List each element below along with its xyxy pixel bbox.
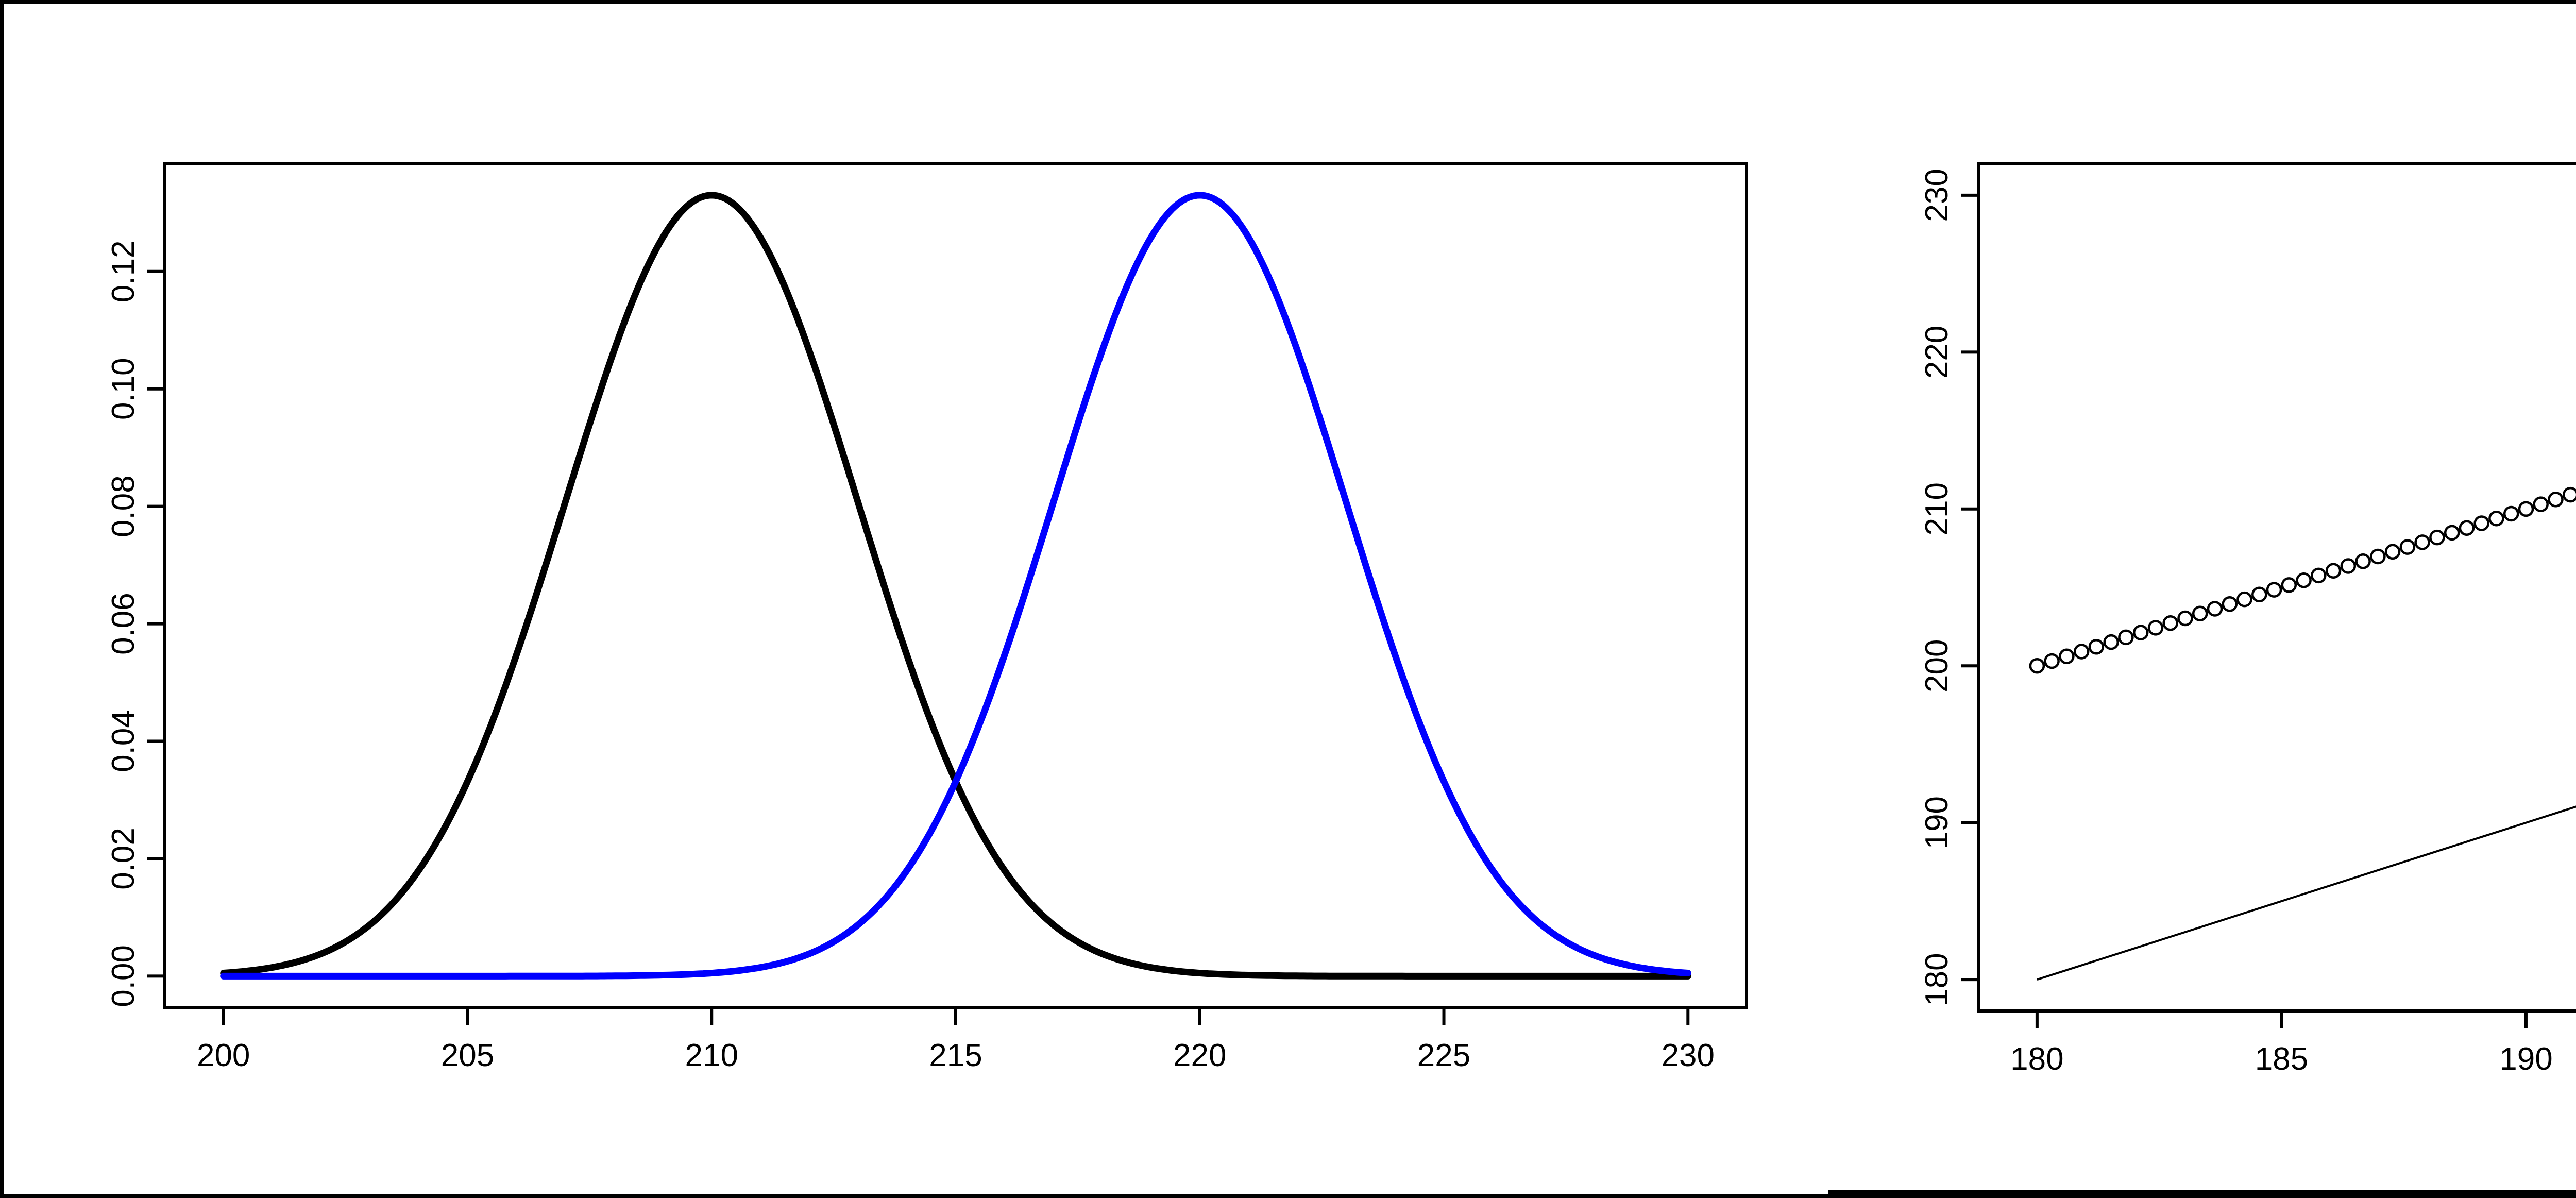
open-circle-marker: [2503, 505, 2519, 522]
open-circle-marker: [2266, 582, 2282, 598]
x-tick-label: 210: [685, 1038, 738, 1073]
x-tick-label: 205: [441, 1038, 494, 1073]
x-tick-label: 220: [1173, 1038, 1226, 1073]
y-tick-label: 180: [1919, 953, 1955, 1006]
normal-density-mean-210-curve: [220, 192, 1691, 980]
open-circle-marker: [2370, 548, 2386, 565]
y-tick-label: 0.06: [106, 593, 141, 655]
open-circle-marker: [2207, 601, 2223, 617]
open-circle-marker: [2162, 615, 2178, 631]
x-axis: 180185190195200205210: [2010, 1011, 2553, 1077]
open-circle-marker: [2281, 577, 2297, 593]
open-circle-marker: [2029, 657, 2045, 674]
open-circle-marker: [2311, 567, 2327, 584]
x-tick-label: 180: [2010, 1041, 2063, 1077]
open-circle-marker: [2147, 620, 2164, 636]
plot-box: [1977, 162, 2576, 1013]
y-tick-label: 190: [1919, 796, 1955, 849]
open-circle-marker: [2132, 625, 2149, 640]
y-tick-label: 0.04: [106, 710, 141, 772]
y-axis: 0.00 0.02 0.04 0.06 0.08 0.10 0.12: [106, 240, 165, 1007]
open-circle-marker: [2073, 644, 2090, 660]
open-circle-marker: [2399, 539, 2416, 555]
bottom-edge-line: [1828, 1190, 2576, 1198]
y-tick-label: 0.00: [106, 945, 141, 1007]
x-tick-label: 225: [1417, 1038, 1470, 1073]
y-axis: 180 190 200 210 220 230: [1919, 168, 1978, 1006]
open-circle-marker: [2459, 520, 2475, 536]
y-tick-label: 0.12: [106, 240, 141, 302]
open-circle-marker: [2414, 534, 2430, 550]
open-circle-marker: [2103, 634, 2119, 650]
open-circle-marker: [2236, 591, 2252, 608]
density-plot-panel: 200 205 210 215 220 225 230 0.00 0.02 0.04 0.06 0.0…: [106, 162, 1748, 1073]
open-circle-marker: [2518, 501, 2534, 517]
open-circle-marker: [2355, 553, 2371, 569]
open-circle-marker: [2384, 544, 2401, 560]
open-circle-marker: [2325, 563, 2342, 579]
x-tick-label: 190: [2499, 1041, 2552, 1077]
open-circle-marker: [2429, 529, 2445, 546]
y-tick-label: 0.10: [106, 358, 141, 420]
y-tick-label: 220: [1919, 326, 1955, 379]
y-tick-label: 210: [1919, 482, 1955, 535]
density-plot-canvas: 200 205 210 215 220 225 2300.000.020.040.060.0…: [106, 162, 1748, 1073]
x-tick-label: 215: [929, 1038, 982, 1073]
x-tick-label: 185: [2255, 1041, 2308, 1077]
y-tick-label: 200: [1919, 639, 1955, 692]
scatter-plot: 180185190195200205210180190200210220230: [1919, 162, 2576, 1077]
scatter-plot-panel: 180185190195200205210180190200210220230: [1814, 0, 2576, 1198]
y-tick-label: 230: [1919, 168, 1955, 222]
y-tick-label: 0.02: [106, 828, 141, 890]
x-tick-label: 200: [197, 1038, 250, 1073]
normal-density-mean-220-curve: [220, 192, 1691, 980]
y-tick-label: 0.08: [106, 475, 141, 537]
x-tick-label: 230: [1662, 1038, 1715, 1073]
open-circle-marker: [2059, 648, 2075, 665]
open-circle-marker: [2251, 586, 2267, 603]
open-circle-marker: [2562, 486, 2576, 503]
open-circle-marker: [2296, 572, 2312, 588]
open-circle-marker: [2340, 558, 2357, 574]
open-circle-marker: [2548, 492, 2564, 508]
open-circle-marker: [2192, 605, 2208, 621]
open-circle-marker: [2222, 596, 2238, 612]
open-circle-marker: [2088, 639, 2105, 655]
open-circle-marker: [2118, 629, 2134, 646]
open-circle-marker: [2177, 610, 2193, 627]
identity-line: [2037, 805, 2576, 981]
offset-points: [2029, 486, 2576, 674]
x-axis: 200 205 210 215 220 225 230: [197, 1007, 1715, 1073]
open-circle-marker: [2444, 525, 2460, 541]
density-plot: 200 205 210 215 220 225 2300.000.020.040.060.0…: [106, 162, 1748, 1073]
open-circle-marker: [2488, 510, 2504, 527]
open-circle-marker: [2473, 515, 2489, 531]
open-circle-marker: [2533, 496, 2549, 512]
scatter-plot-canvas: 180185190195200205210180190200210220230: [1919, 162, 2576, 1077]
open-circle-marker: [2044, 653, 2060, 669]
plot-box: [163, 162, 1748, 1009]
